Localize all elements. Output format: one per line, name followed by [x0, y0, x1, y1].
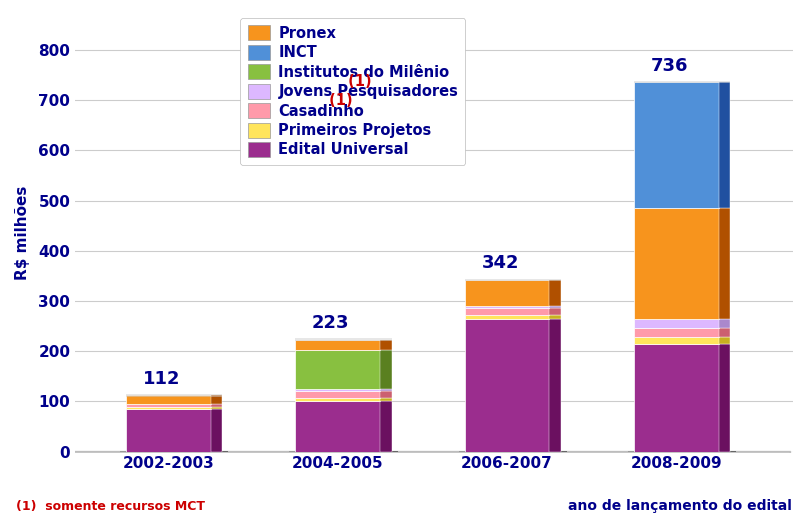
Bar: [295, 338, 392, 341]
Bar: [718, 208, 730, 319]
Bar: [633, 81, 730, 84]
Bar: [295, 389, 380, 391]
Bar: [380, 339, 392, 350]
Text: (1): (1): [343, 74, 372, 89]
Bar: [633, 208, 718, 319]
Text: 342: 342: [482, 254, 519, 272]
Bar: [465, 308, 549, 314]
Bar: [211, 395, 222, 404]
Bar: [725, 450, 736, 458]
Bar: [633, 344, 718, 451]
Text: (1)  somente recursos MCT: (1) somente recursos MCT: [16, 499, 205, 513]
Bar: [295, 339, 380, 350]
Bar: [386, 450, 398, 458]
Text: 223: 223: [312, 314, 350, 332]
Text: (1): (1): [324, 93, 352, 108]
Bar: [120, 450, 217, 458]
Bar: [217, 450, 229, 458]
Bar: [126, 407, 211, 409]
Bar: [718, 319, 730, 328]
Bar: [380, 398, 392, 401]
Bar: [549, 280, 561, 305]
Bar: [633, 82, 718, 208]
Bar: [549, 305, 561, 308]
Bar: [126, 394, 222, 396]
Bar: [465, 314, 549, 319]
Bar: [289, 450, 386, 458]
Bar: [380, 389, 392, 391]
Bar: [718, 82, 730, 208]
Bar: [126, 409, 211, 451]
Bar: [380, 350, 392, 389]
Bar: [465, 305, 549, 308]
Text: ano de lançamento do edital: ano de lançamento do edital: [568, 498, 792, 513]
Bar: [628, 450, 725, 458]
Bar: [126, 395, 211, 404]
Text: 736: 736: [650, 56, 688, 75]
Bar: [211, 404, 222, 407]
Bar: [465, 279, 561, 281]
Bar: [380, 401, 392, 451]
Legend: Pronex, INCT, Institutos do Milênio, Jovens Pesquisadores, Casadinho, Primeiros : Pronex, INCT, Institutos do Milênio, Jov…: [241, 18, 465, 165]
Bar: [718, 337, 730, 344]
Y-axis label: R$ milhões: R$ milhões: [15, 186, 30, 280]
Bar: [211, 407, 222, 409]
Bar: [465, 280, 549, 305]
Bar: [459, 450, 555, 458]
Bar: [295, 391, 380, 398]
Bar: [633, 337, 718, 344]
Bar: [549, 314, 561, 319]
Bar: [633, 328, 718, 337]
Text: 112: 112: [143, 370, 180, 388]
Bar: [718, 328, 730, 337]
Bar: [465, 319, 549, 451]
Bar: [126, 404, 211, 407]
Bar: [295, 350, 380, 389]
Bar: [549, 308, 561, 314]
Bar: [718, 344, 730, 451]
Bar: [295, 398, 380, 401]
Bar: [555, 450, 567, 458]
Bar: [380, 391, 392, 398]
Bar: [549, 319, 561, 451]
Bar: [211, 409, 222, 451]
Bar: [295, 401, 380, 451]
Bar: [633, 319, 718, 328]
